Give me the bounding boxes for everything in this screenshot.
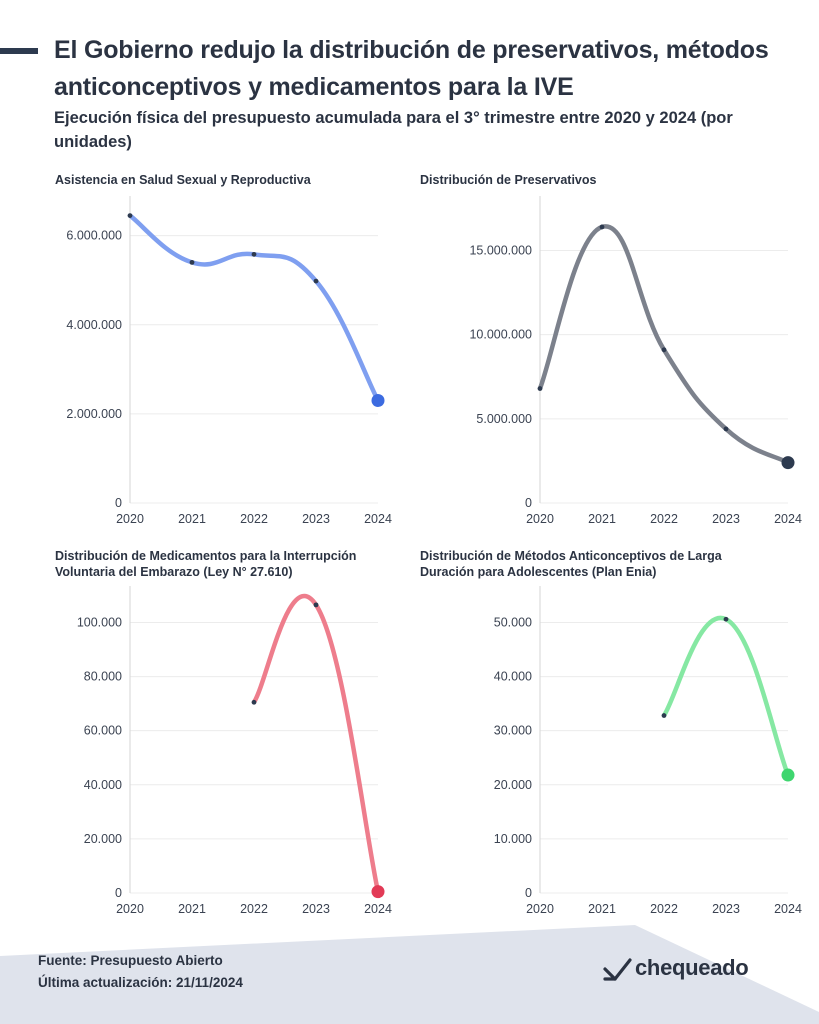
data-point bbox=[723, 616, 729, 622]
series-line bbox=[127, 213, 381, 403]
y-tick-label: 10.000 bbox=[494, 832, 532, 846]
chart-title-salud-sexual: Asistencia en Salud Sexual y Reproductiv… bbox=[55, 173, 311, 187]
y-tick-label: 80.000 bbox=[84, 670, 122, 684]
series-line bbox=[537, 224, 791, 465]
y-tick-label: 5.000.000 bbox=[476, 412, 532, 426]
page-subtitle: Ejecución física del presupuesto acumula… bbox=[54, 109, 733, 151]
highlight-point bbox=[371, 394, 385, 408]
source-note: Fuente: Presupuesto Abierto bbox=[38, 953, 223, 968]
series-line bbox=[251, 593, 381, 894]
chart-title-preservativos: Distribución de Preservativos bbox=[420, 173, 597, 187]
y-tick-label: 0 bbox=[115, 496, 122, 510]
title-accent-bar bbox=[0, 48, 38, 54]
x-tick-label: 2020 bbox=[526, 902, 554, 916]
data-point bbox=[313, 278, 319, 284]
x-tick-label: 2024 bbox=[364, 512, 392, 526]
x-tick-label: 2021 bbox=[178, 902, 206, 916]
highlight-point bbox=[781, 456, 795, 470]
y-tick-label: 15.000.000 bbox=[469, 244, 532, 258]
x-tick-label: 2020 bbox=[526, 512, 554, 526]
chart-preservativos: 0 5.000.000 10.000.000 15.000.000 2020 2021 20… bbox=[469, 196, 802, 526]
brand-logo: chequeado bbox=[603, 955, 753, 985]
data-point bbox=[189, 259, 195, 265]
y-tick-label: 50.000 bbox=[494, 615, 532, 629]
y-tick-label: 10.000.000 bbox=[469, 328, 532, 342]
chart-medicamentos-ive: 0 20.000 40.000 60.000 80.000 100.000 2020 2021… bbox=[77, 586, 392, 916]
y-tick-label: 6.000.000 bbox=[66, 229, 122, 243]
y-tick-label: 60.000 bbox=[84, 724, 122, 738]
y-tick-label: 20.000 bbox=[84, 832, 122, 846]
data-point bbox=[599, 224, 605, 230]
chart-title-medicamentos-ive: Distribución de Medicamentos para la Int… bbox=[55, 549, 357, 579]
y-tick-label: 4.000.000 bbox=[66, 318, 122, 332]
x-tick-label: 2020 bbox=[116, 512, 144, 526]
x-tick-label: 2023 bbox=[712, 902, 740, 916]
x-tick-label: 2022 bbox=[240, 902, 268, 916]
footer: Fuente: Presupuesto Abierto Última actua… bbox=[38, 950, 243, 994]
x-tick-label: 2021 bbox=[588, 902, 616, 916]
data-point bbox=[127, 213, 133, 218]
x-tick-label: 2020 bbox=[116, 902, 144, 916]
logo-text: chequeado bbox=[635, 955, 749, 980]
y-tick-label: 2.000.000 bbox=[66, 407, 122, 421]
x-tick-label: 2021 bbox=[588, 512, 616, 526]
chequeado-check-icon bbox=[603, 958, 632, 981]
chart-plan-enia: 0 10.000 20.000 30.000 40.000 50.000 2020 2021 2… bbox=[494, 586, 802, 916]
x-tick-label: 2023 bbox=[302, 902, 330, 916]
data-point bbox=[537, 386, 543, 391]
x-tick-label: 2024 bbox=[774, 512, 802, 526]
x-tick-label: 2024 bbox=[364, 902, 392, 916]
y-tick-label: 40.000 bbox=[494, 670, 532, 684]
x-tick-label: 2021 bbox=[178, 512, 206, 526]
y-tick-label: 0 bbox=[525, 886, 532, 900]
chart-title-plan-enia: Distribución de Métodos Anticonceptivos … bbox=[420, 549, 722, 579]
highlight-point bbox=[781, 768, 795, 782]
x-tick-label: 2022 bbox=[650, 512, 678, 526]
data-point bbox=[661, 713, 667, 718]
x-tick-label: 2023 bbox=[302, 512, 330, 526]
data-point bbox=[723, 426, 729, 432]
y-tick-label: 0 bbox=[115, 886, 122, 900]
x-tick-label: 2022 bbox=[240, 512, 268, 526]
y-tick-label: 100.000 bbox=[77, 615, 122, 629]
page-title: El Gobierno redujo la distribución de pr… bbox=[54, 36, 769, 101]
highlight-point bbox=[371, 885, 385, 899]
data-point bbox=[251, 699, 257, 705]
data-point bbox=[661, 347, 667, 353]
x-tick-label: 2024 bbox=[774, 902, 802, 916]
y-tick-label: 0 bbox=[525, 496, 532, 510]
x-tick-label: 2022 bbox=[650, 902, 678, 916]
y-tick-label: 20.000 bbox=[494, 778, 532, 792]
chart-salud-sexual: 0 2.000.000 4.000.000 6.000.000 2020 2021 2022… bbox=[66, 196, 392, 526]
x-tick-label: 2023 bbox=[712, 512, 740, 526]
y-tick-label: 40.000 bbox=[84, 778, 122, 792]
data-point bbox=[251, 251, 257, 257]
data-point bbox=[313, 602, 319, 608]
update-note: Última actualización: 21/11/2024 bbox=[38, 975, 243, 990]
series-line bbox=[661, 615, 791, 778]
y-tick-label: 30.000 bbox=[494, 724, 532, 738]
